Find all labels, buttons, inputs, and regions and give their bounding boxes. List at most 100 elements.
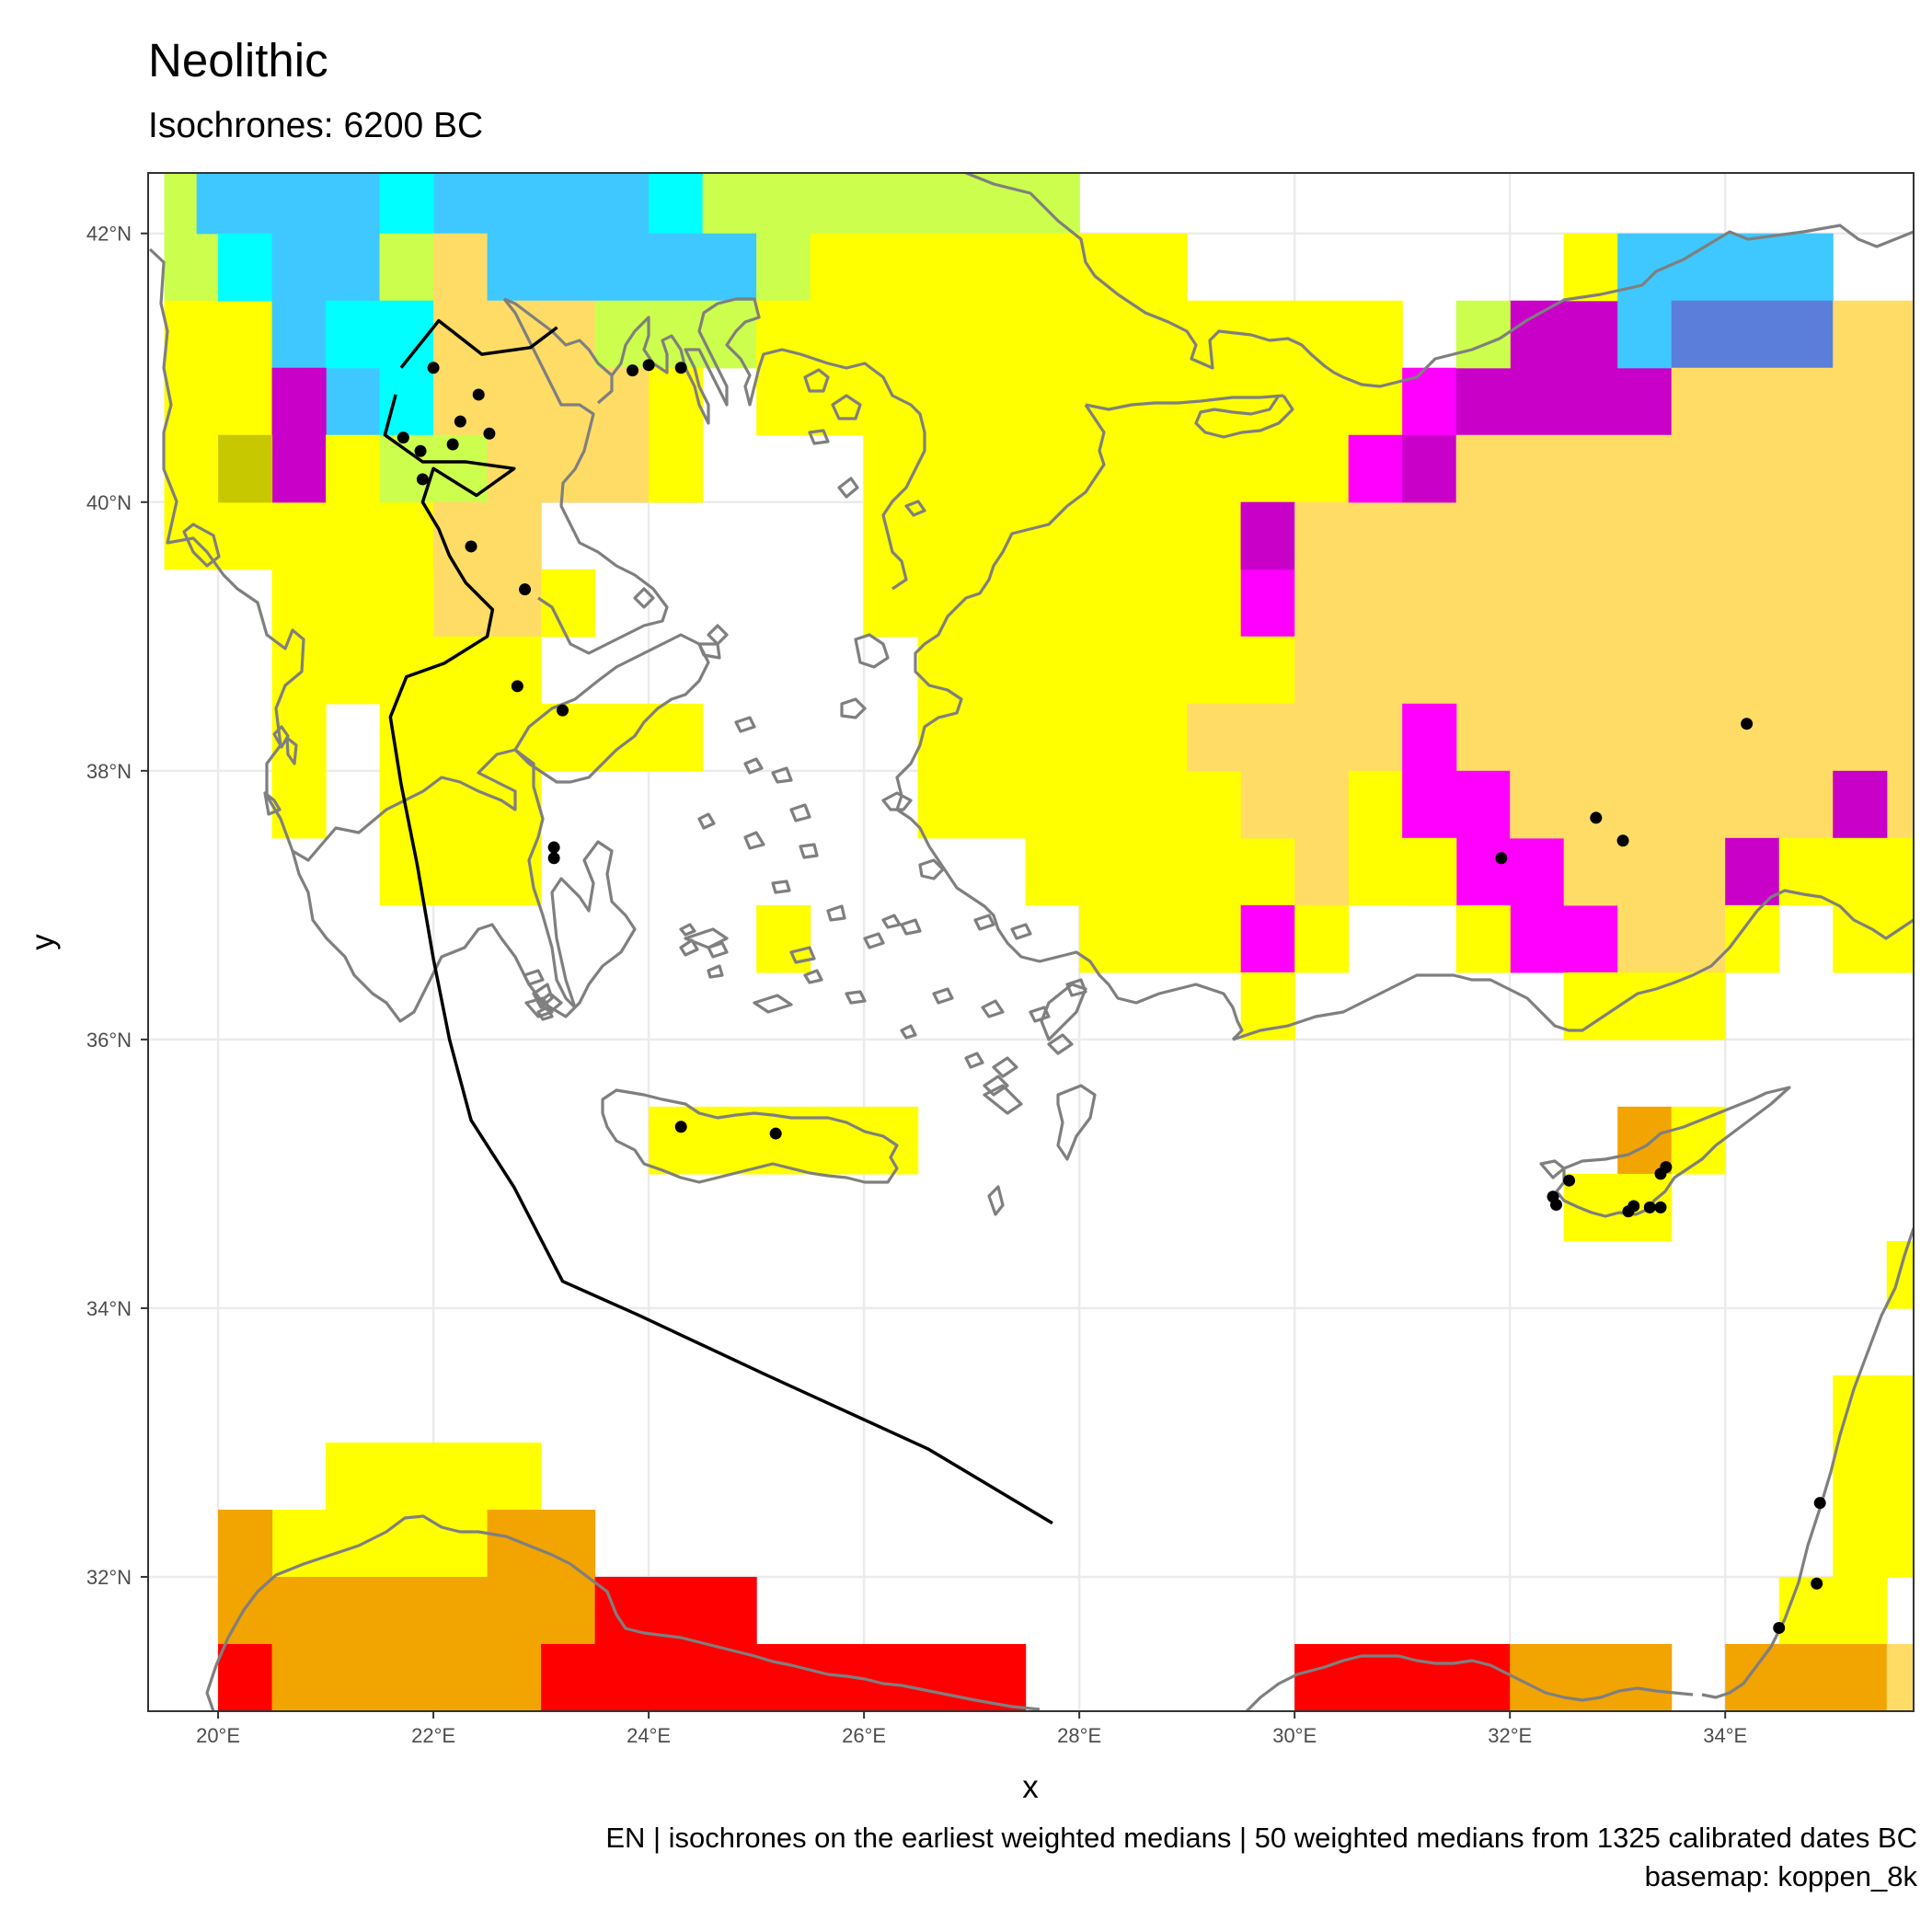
x-tick-label: 28°E	[1057, 1724, 1101, 1747]
climate-cell	[541, 569, 596, 638]
climate-cell	[433, 300, 596, 436]
x-tick-label: 32°E	[1488, 1724, 1532, 1747]
climate-cell	[1671, 300, 1834, 369]
x-tick-label: 26°E	[842, 1724, 886, 1747]
climate-cell	[1240, 501, 1295, 570]
site-point	[1495, 852, 1508, 865]
site-point	[414, 444, 427, 457]
climate-cell	[1833, 300, 1914, 436]
climate-cell	[1348, 434, 1403, 503]
climate-cell	[1294, 1643, 1511, 1711]
site-point	[627, 364, 639, 377]
climate-cell	[218, 434, 273, 503]
climate-cell	[541, 703, 704, 772]
x-tick-label: 24°E	[627, 1724, 671, 1747]
map-subtitle: Isochrones: 6200 BC	[148, 106, 484, 145]
climate-cell	[594, 1576, 757, 1645]
climate-cell	[1778, 837, 1914, 906]
climate-cell	[1617, 904, 1726, 973]
climate-cell	[1455, 367, 1673, 436]
climate-cell	[1671, 1106, 1726, 1175]
climate-cell	[379, 233, 434, 302]
site-point	[1550, 1198, 1563, 1211]
climate-cell	[1725, 770, 1834, 839]
x-tick-label: 22°E	[411, 1724, 455, 1747]
site-point	[1741, 718, 1754, 730]
climate-cell	[541, 1643, 1027, 1711]
climate-cell	[649, 367, 704, 503]
climate-cell	[1402, 703, 1457, 839]
site-point	[1622, 1205, 1635, 1218]
site-point	[427, 362, 440, 374]
climate-cell	[756, 233, 811, 302]
climate-cell	[1563, 837, 1726, 906]
site-point	[1773, 1621, 1786, 1634]
climate-cell	[326, 300, 434, 369]
x-tick-labels: 20°E 22°E 24°E 26°E 28°E 30°E 32°E 34°E	[196, 1724, 1747, 1747]
x-tick-label: 30°E	[1272, 1724, 1317, 1747]
climate-cell	[271, 1643, 542, 1711]
climate-cell	[1455, 434, 1914, 772]
site-point	[674, 1121, 687, 1133]
site-point	[674, 362, 687, 374]
site-point	[1654, 1201, 1667, 1213]
site-point	[416, 473, 429, 486]
climate-cell	[1025, 837, 1188, 906]
climate-cell	[487, 233, 757, 302]
climate-cell	[326, 434, 381, 503]
climate-cell	[1294, 904, 1350, 973]
x-axis-title: x	[1022, 1769, 1039, 1805]
climate-cell	[1294, 837, 1350, 906]
site-points	[397, 359, 1826, 1634]
y-tick-label: 36°N	[86, 1029, 132, 1052]
map-title: Neolithic	[148, 34, 328, 86]
site-point	[446, 438, 459, 451]
climate-cell	[1833, 904, 1914, 973]
climate-cell	[1671, 367, 1834, 436]
climate-cell	[1240, 770, 1350, 839]
climate-cell	[1240, 904, 1295, 973]
climate-cell	[326, 233, 381, 302]
climate-cell	[1725, 837, 1780, 906]
climate-cell	[864, 233, 1188, 638]
climate-cell	[1455, 300, 1511, 369]
x-tick-label: 34°E	[1703, 1724, 1747, 1747]
climate-cell	[218, 233, 273, 302]
site-point	[1590, 811, 1603, 824]
site-point	[397, 431, 409, 444]
axis-ticks	[141, 232, 1727, 1719]
climate-cell	[702, 173, 1080, 235]
climate-cell	[1617, 233, 1673, 369]
climate-cell	[271, 569, 434, 705]
climate-cell	[756, 904, 811, 973]
site-point	[547, 852, 560, 865]
climate-cell	[1187, 703, 1350, 772]
y-tick-label: 42°N	[86, 223, 132, 246]
y-tick-label: 32°N	[86, 1566, 132, 1589]
climate-cell	[1671, 233, 1834, 302]
climate-cell	[1563, 904, 1618, 973]
climate-cell	[1079, 904, 1242, 973]
climate-cell	[1240, 636, 1295, 705]
climate-cell	[917, 636, 1188, 839]
climate-cell	[649, 173, 704, 235]
climate-cell	[1563, 972, 1726, 1041]
site-point	[1563, 1174, 1576, 1187]
isochrone-line	[399, 318, 558, 369]
climate-cell	[1455, 904, 1511, 973]
y-axis-title: y	[25, 934, 61, 950]
climate-cell	[1725, 1643, 1888, 1711]
site-point	[483, 427, 496, 440]
site-point	[1813, 1497, 1826, 1510]
climate-cell	[1402, 837, 1457, 906]
site-point	[1654, 1167, 1667, 1180]
climate-cell	[433, 501, 542, 638]
climate-cell	[379, 173, 434, 235]
climate-cell	[1886, 770, 1914, 839]
climate-cell	[487, 1509, 596, 1578]
climate-cell	[433, 173, 650, 235]
climate-cell	[1510, 770, 1726, 839]
site-point	[472, 388, 485, 401]
climate-cell	[326, 1442, 542, 1511]
y-tick-label: 40°N	[86, 491, 132, 514]
